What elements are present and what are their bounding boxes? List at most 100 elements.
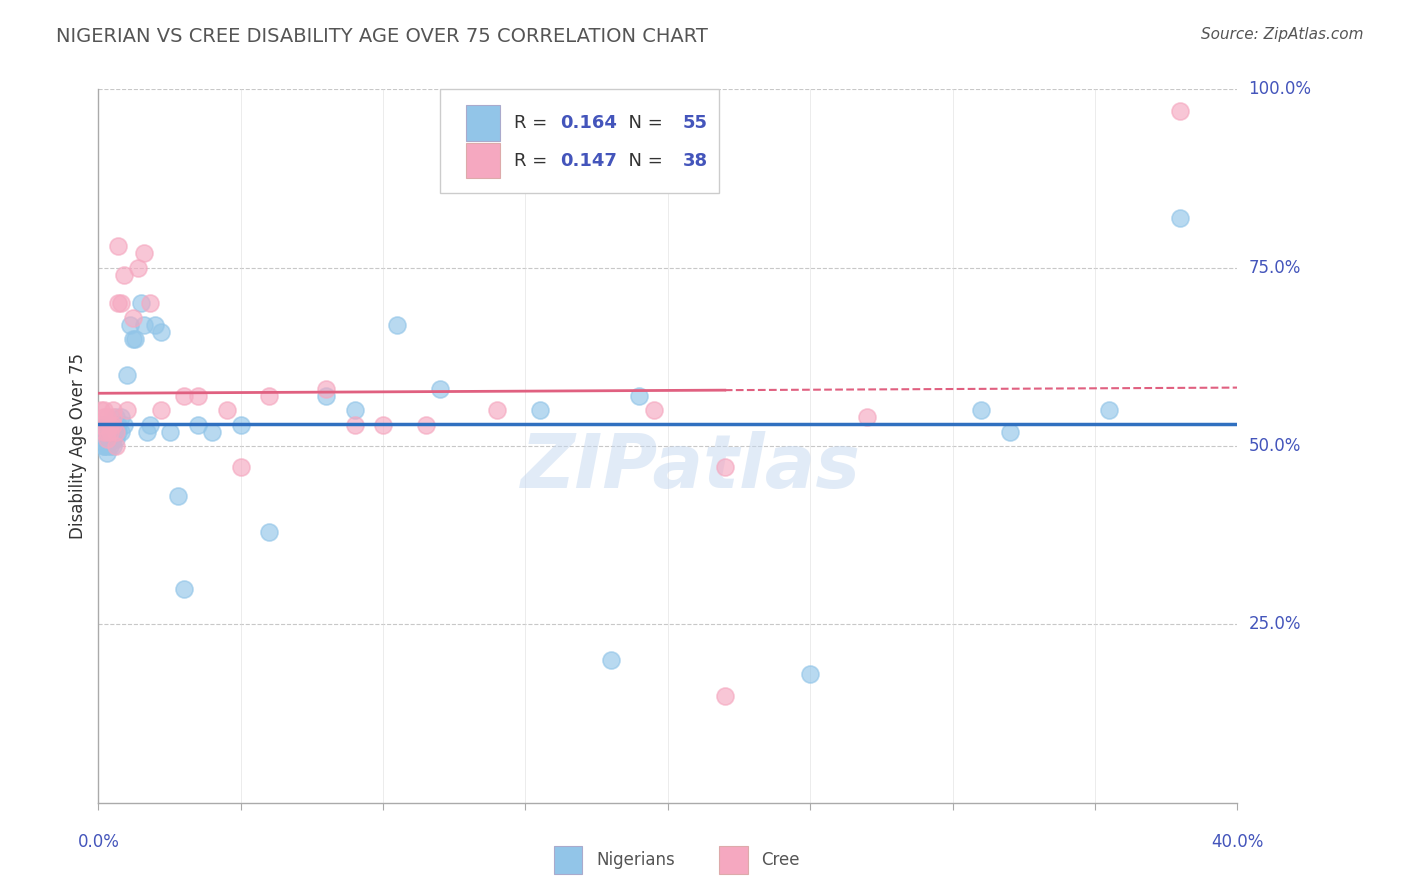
Point [96,432,118,446]
Point [138,417,160,432]
Point [101,417,124,432]
Point [129,296,152,310]
Point [90,432,112,446]
Point [856,410,879,425]
Point [107,425,129,439]
Point [98,432,121,446]
Text: Nigerians: Nigerians [596,851,675,869]
Bar [718,846,748,874]
Text: 50.0%: 50.0% [1249,437,1301,455]
Point [429,382,451,396]
Point [115,368,138,382]
Point [167,489,190,503]
Point [90,403,112,417]
Point [159,425,181,439]
Text: 75.0%: 75.0% [1249,259,1301,277]
Point [215,403,238,417]
Point [121,332,143,346]
Point [132,318,155,332]
Bar [467,143,501,178]
Point [112,417,135,432]
Point [107,239,129,253]
Point [714,460,737,475]
Point [145,318,167,332]
Point [96,432,118,446]
Point [98,425,121,439]
Point [104,425,127,439]
Point [187,389,209,403]
Point [343,417,366,432]
Point [259,389,281,403]
Point [90,417,112,432]
Point [93,432,115,446]
Point [998,425,1021,439]
Point [132,246,155,260]
Point [96,410,118,425]
Point [107,417,129,432]
Point [201,425,224,439]
Point [259,524,281,539]
Point [118,318,141,332]
Point [93,403,115,417]
Point [98,439,121,453]
Point [104,410,127,425]
Point [101,403,124,417]
Point [150,325,173,339]
Point [1170,103,1192,118]
Point [96,425,118,439]
Point [98,417,121,432]
Point [107,296,129,310]
Point [93,439,115,453]
Point [387,318,409,332]
Point [104,439,127,453]
Y-axis label: Disability Age Over 75: Disability Age Over 75 [69,353,87,539]
Point [101,432,124,446]
Text: ZIPatlas: ZIPatlas [520,431,860,504]
Point [110,410,132,425]
Point [121,310,143,325]
Point [96,446,118,460]
Point [93,417,115,432]
Point [173,389,195,403]
Text: 40.0%: 40.0% [1211,833,1264,851]
Text: N =: N = [617,114,668,132]
Point [112,268,135,282]
Point [101,417,124,432]
Point [110,296,132,310]
Point [93,410,115,425]
Point [104,425,127,439]
Point [150,403,173,417]
Point [104,432,127,446]
Bar [554,846,582,874]
FancyBboxPatch shape [440,89,718,193]
Point [98,425,121,439]
Point [1098,403,1121,417]
Point [373,417,395,432]
Point [714,689,737,703]
Text: 0.0%: 0.0% [77,833,120,851]
Point [93,425,115,439]
Point [529,403,551,417]
Point [799,667,821,681]
Point [315,382,337,396]
Point [600,653,623,667]
Point [96,439,118,453]
Text: R =: R = [515,152,553,169]
Point [96,425,118,439]
Point [315,389,337,403]
Point [101,425,124,439]
Point [110,425,132,439]
Text: 55: 55 [683,114,707,132]
Point [101,439,124,453]
Point [93,425,115,439]
Point [115,403,138,417]
Text: R =: R = [515,114,553,132]
Text: N =: N = [617,152,668,169]
Point [90,425,112,439]
Bar [467,105,501,141]
Point [98,417,121,432]
Point [343,403,366,417]
Text: 0.164: 0.164 [560,114,617,132]
Point [1170,211,1192,225]
Point [96,425,118,439]
